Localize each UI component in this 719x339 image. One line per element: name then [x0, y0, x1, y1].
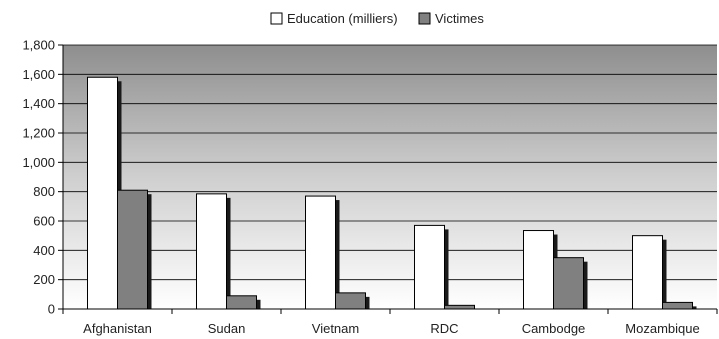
- legend-label-education: Education (milliers): [287, 11, 398, 26]
- bar-education-afghanistan: [88, 77, 118, 309]
- plot-area: [63, 45, 717, 309]
- y-tick-label: 800: [33, 184, 55, 199]
- bar-victimes-vietnam: [336, 293, 366, 309]
- y-tick-label: 200: [33, 272, 55, 287]
- y-axis-ticks: 0 200 400 600 800 1,000 1,200 1,400 1,600 1,800: [22, 38, 63, 317]
- x-tick-label: Afghanistan: [83, 321, 152, 336]
- x-tick-label: Vietnam: [312, 321, 359, 336]
- y-tick-label: 1,400: [22, 96, 55, 111]
- bar-victimes-cambodge: [554, 258, 584, 309]
- legend-swatch-education: [271, 13, 282, 24]
- legend: Education (milliers) Victimes: [271, 11, 484, 26]
- y-tick-label: 1,600: [22, 67, 55, 82]
- bar-education-vietnam: [306, 196, 336, 309]
- legend-label-victimes: Victimes: [435, 11, 484, 26]
- x-tick-label: RDC: [430, 321, 458, 336]
- bar-education-mozambique: [633, 236, 663, 309]
- bar-victimes-afghanistan: [118, 190, 148, 309]
- x-tick-label: Sudan: [208, 321, 246, 336]
- bar-victimes-mozambique: [663, 302, 693, 309]
- y-tick-label: 400: [33, 243, 55, 258]
- x-tick-label: Mozambique: [625, 321, 699, 336]
- x-axis-labels: Afghanistan Sudan Vietnam RDC Cambodge Mozamb…: [83, 321, 700, 336]
- bar-victimes-sudan: [227, 296, 257, 309]
- y-tick-label: 1,200: [22, 126, 55, 141]
- legend-swatch-victimes: [419, 13, 430, 24]
- bar-education-sudan: [197, 194, 227, 309]
- y-tick-label: 1,000: [22, 155, 55, 170]
- bar-victimes-rdc: [445, 305, 475, 309]
- bar-education-cambodge: [524, 231, 554, 309]
- x-tick-label: Cambodge: [522, 321, 586, 336]
- y-tick-label: 600: [33, 214, 55, 229]
- bar-education-rdc: [415, 225, 445, 309]
- y-tick-label: 0: [48, 302, 55, 317]
- x-axis-tick-marks: [63, 309, 717, 314]
- y-tick-label: 1,800: [22, 38, 55, 53]
